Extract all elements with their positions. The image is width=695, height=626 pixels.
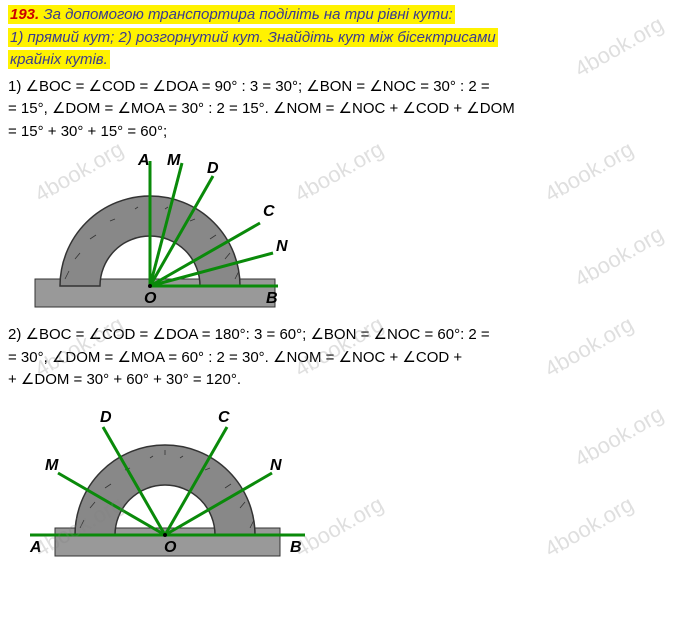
problem-statement: 193. За допомогою транспортира поділіть … <box>0 0 695 72</box>
watermark: 4book.org <box>568 218 669 296</box>
label2-B: B <box>290 539 302 556</box>
watermark: 4book.org <box>568 398 669 476</box>
watermark: 4book.org <box>538 488 639 566</box>
sol2-line2: = 30°, ∠DOM = ∠MOA = 60° : 2 = 30°. ∠NOM… <box>8 349 462 366</box>
label2-A: A <box>29 539 42 556</box>
label2-O: O <box>164 539 177 556</box>
label-B: B <box>266 290 278 307</box>
label-C: C <box>263 203 275 220</box>
label2-C: C <box>218 409 230 426</box>
label2-D: D <box>100 409 112 426</box>
label-O: O <box>144 290 157 307</box>
problem-number: 193. <box>10 6 39 23</box>
label-D: D <box>207 160 219 177</box>
sol1-line3: = 15° + 30° + 15° = 60°; <box>8 123 167 140</box>
problem-line1: За допомогою транспортира поділіть на тр… <box>43 6 452 23</box>
sol2-line1: 2) ∠BOC = ∠COD = ∠DOA = 180°: 3 = 60°; ∠… <box>8 326 490 343</box>
diagram2: M D C N A O B <box>20 400 300 565</box>
problem-line3: крайніх кутів. <box>8 50 110 69</box>
diagram1: A M D C N O B <box>20 151 300 316</box>
diagram1-svg: A M D C N O B <box>20 151 300 316</box>
origin-point <box>148 284 152 288</box>
label-A: A <box>137 152 150 169</box>
sol1-line1: 1) ∠BOC = ∠COD = ∠DOA = 90° : 3 = 30°; ∠… <box>8 78 490 95</box>
label2-M: M <box>45 457 59 474</box>
sol2-line3: + ∠DOM = 30° + 60° + 30° = 120°. <box>8 371 241 388</box>
diagram2-svg: M D C N A O B <box>20 400 320 565</box>
label2-N: N <box>270 457 282 474</box>
label-M: M <box>167 152 181 169</box>
sol1-line2: = 15°, ∠DOM = ∠MOA = 30° : 2 = 15°. ∠NOM… <box>8 100 515 117</box>
protractor-arc2 <box>75 445 255 535</box>
problem-line2: 1) прямий кут; 2) розгорнутий кут. Знайд… <box>8 28 498 47</box>
origin-point2 <box>163 533 167 537</box>
label-N: N <box>276 238 288 255</box>
solution2-text: 2) ∠BOC = ∠COD = ∠DOA = 180°: 3 = 60°; ∠… <box>0 320 695 396</box>
solution1-text: 1) ∠BOC = ∠COD = ∠DOA = 90° : 3 = 30°; ∠… <box>0 72 695 148</box>
